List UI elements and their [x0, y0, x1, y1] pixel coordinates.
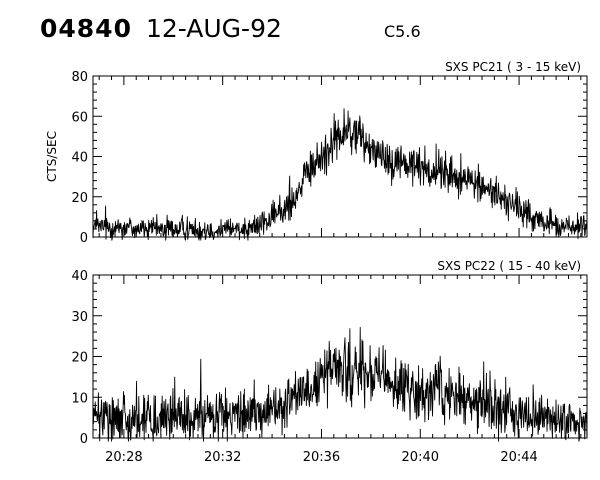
flare-class: C5.6 [384, 22, 421, 41]
panel-title: SXS PC21 ( 3 - 15 keV) [445, 60, 581, 74]
x-tick-label: 20:44 [500, 450, 537, 465]
y-tick-label: 0 [80, 432, 88, 447]
x-tick-label: 20:28 [105, 450, 142, 465]
event-date: 12-AUG-92 [146, 14, 282, 43]
y-tick-label: 10 [71, 391, 88, 406]
y-tick-label: 20 [71, 191, 88, 206]
y-tick-label: 80 [71, 70, 88, 85]
y-tick-label: 30 [71, 310, 88, 325]
chart-panel-1: SXS PC21 ( 3 - 15 keV) 0 20 40 60 80 CTS/SEC [45, 60, 588, 246]
y-tick-label: 0 [80, 231, 88, 246]
event-id: 04840 [40, 14, 132, 43]
chart-panel-2: SXS PC22 ( 15 - 40 keV) 0 10 20 30 40 20:28 20:… [71, 259, 588, 465]
panel-title: SXS PC22 ( 15 - 40 keV) [437, 259, 581, 273]
x-tick-label: 20:40 [402, 450, 439, 465]
y-tick-label: 40 [71, 151, 88, 166]
x-tick-label: 20:32 [204, 450, 241, 465]
y-tick-label: 40 [71, 269, 88, 284]
plot-frame [92, 75, 588, 238]
y-tick-label: 20 [71, 351, 88, 366]
x-tick-label: 20:36 [303, 450, 340, 465]
lightcurve-series [92, 327, 588, 442]
lightcurve-series [92, 108, 588, 241]
y-axis-label: CTS/SEC [45, 131, 59, 182]
y-tick-label: 60 [71, 110, 88, 125]
